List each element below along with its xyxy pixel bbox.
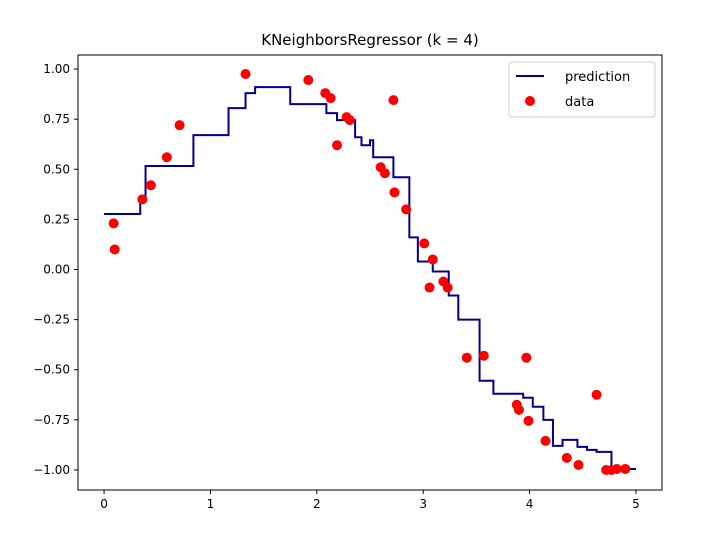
data-point	[540, 435, 551, 446]
data-point	[513, 404, 524, 415]
data-point	[161, 152, 172, 163]
legend: prediction data	[508, 61, 656, 118]
data-point	[620, 463, 631, 474]
data-point	[137, 194, 148, 205]
data-point	[427, 254, 438, 265]
x-tick-label: 2	[313, 497, 321, 511]
data-point	[379, 168, 390, 179]
y-tick-label: −0.25	[33, 313, 70, 327]
y-tick-label: −1.00	[33, 463, 70, 477]
data-point	[344, 115, 355, 126]
data-point	[174, 120, 185, 131]
data-point	[523, 415, 534, 426]
plot-area	[104, 69, 636, 475]
data-point	[109, 244, 120, 255]
data-point	[573, 459, 584, 470]
legend-prediction-label: prediction	[565, 70, 630, 85]
data-point	[611, 463, 622, 474]
data-point	[478, 350, 489, 361]
data-point	[424, 282, 435, 293]
data-point	[442, 282, 453, 293]
data-point	[325, 93, 336, 104]
y-tick-label: 0.75	[43, 112, 70, 126]
data-point	[591, 389, 602, 400]
chart-title: KNeighborsRegressor (k = 4)	[261, 31, 479, 49]
data-point	[303, 75, 314, 86]
data-point	[419, 238, 430, 249]
x-tick-label: 4	[526, 497, 534, 511]
data-point	[108, 218, 119, 229]
data-point	[145, 180, 156, 191]
y-tick-label: −0.50	[33, 363, 70, 377]
data-point	[521, 352, 532, 363]
data-point	[461, 352, 472, 363]
y-tick-label: 0.25	[43, 212, 70, 226]
x-tick-label: 5	[632, 497, 640, 511]
data-point	[389, 187, 400, 198]
y-tick-label: 0.00	[43, 262, 70, 276]
data-point	[401, 204, 412, 215]
legend-data-label: data	[565, 95, 594, 110]
x-tick-label: 0	[100, 497, 108, 511]
y-tick-label: 0.50	[43, 162, 70, 176]
legend-data-swatch	[525, 96, 535, 106]
y-axis: 1.00 0.75 0.50 0.25 0.00 −0.25 −0.50 −0.75 −1.00	[33, 62, 78, 477]
y-tick-label: 1.00	[43, 62, 70, 76]
data-point	[561, 452, 572, 463]
x-axis: 0 1 2 3 4 5	[100, 490, 640, 511]
prediction-line	[104, 86, 636, 470]
axes-frame	[77, 54, 663, 491]
data-point	[388, 95, 399, 106]
data-point	[332, 140, 343, 151]
x-tick-label: 3	[419, 497, 427, 511]
x-tick-label: 1	[207, 497, 215, 511]
legend-box	[508, 61, 656, 118]
y-tick-label: −0.75	[33, 413, 70, 427]
data-point	[240, 69, 251, 80]
